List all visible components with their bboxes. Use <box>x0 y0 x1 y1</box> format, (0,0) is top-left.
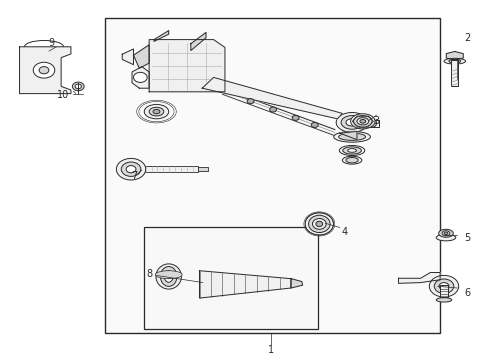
Circle shape <box>246 99 254 104</box>
Circle shape <box>126 166 136 173</box>
Polygon shape <box>290 279 302 288</box>
Ellipse shape <box>156 264 181 289</box>
Ellipse shape <box>315 221 322 227</box>
Circle shape <box>269 107 276 112</box>
Ellipse shape <box>338 133 365 140</box>
Polygon shape <box>132 67 149 88</box>
Ellipse shape <box>353 116 371 127</box>
Circle shape <box>116 158 145 180</box>
Polygon shape <box>20 47 71 94</box>
Text: 6: 6 <box>463 288 469 298</box>
Ellipse shape <box>144 104 168 119</box>
Ellipse shape <box>443 58 465 64</box>
Ellipse shape <box>160 266 177 287</box>
Text: 5: 5 <box>463 233 469 243</box>
Ellipse shape <box>305 213 333 235</box>
Circle shape <box>33 62 55 78</box>
Polygon shape <box>339 131 356 140</box>
Polygon shape <box>199 271 290 298</box>
Ellipse shape <box>356 118 368 125</box>
Ellipse shape <box>75 84 81 89</box>
Text: 4: 4 <box>341 227 347 237</box>
Ellipse shape <box>340 116 362 129</box>
Ellipse shape <box>153 109 160 114</box>
Bar <box>144 166 197 172</box>
Ellipse shape <box>345 158 357 163</box>
Bar <box>144 227 317 329</box>
Bar <box>439 285 447 297</box>
Polygon shape <box>202 77 342 119</box>
Text: 7: 7 <box>131 171 137 181</box>
Ellipse shape <box>149 107 163 116</box>
Text: 8: 8 <box>146 269 152 279</box>
Polygon shape <box>398 273 439 283</box>
Text: 10: 10 <box>57 90 70 100</box>
Ellipse shape <box>443 232 447 235</box>
Circle shape <box>311 122 318 127</box>
Ellipse shape <box>347 149 356 152</box>
Ellipse shape <box>167 274 170 279</box>
Text: 9: 9 <box>48 38 54 48</box>
Ellipse shape <box>350 114 374 129</box>
Ellipse shape <box>72 82 84 91</box>
Polygon shape <box>122 49 133 65</box>
Circle shape <box>39 67 49 74</box>
Ellipse shape <box>342 156 361 164</box>
Ellipse shape <box>336 112 367 132</box>
Ellipse shape <box>164 271 173 282</box>
Ellipse shape <box>368 119 376 127</box>
Polygon shape <box>149 40 224 92</box>
Circle shape <box>433 279 453 293</box>
Text: 3: 3 <box>373 116 379 126</box>
Bar <box>105 18 439 333</box>
Bar <box>450 60 457 86</box>
Circle shape <box>438 283 448 290</box>
Bar <box>197 167 208 171</box>
Ellipse shape <box>312 219 325 229</box>
Ellipse shape <box>435 234 455 241</box>
Ellipse shape <box>441 231 449 236</box>
Bar <box>365 120 379 127</box>
Polygon shape <box>133 45 149 68</box>
Ellipse shape <box>345 119 357 126</box>
Ellipse shape <box>308 215 329 233</box>
Text: 2: 2 <box>463 33 469 43</box>
Polygon shape <box>190 32 205 50</box>
Circle shape <box>133 72 147 82</box>
Circle shape <box>292 115 299 120</box>
Ellipse shape <box>435 298 451 302</box>
Polygon shape <box>154 31 168 41</box>
Ellipse shape <box>155 271 182 279</box>
Ellipse shape <box>333 131 370 142</box>
Circle shape <box>428 275 458 297</box>
Ellipse shape <box>438 229 452 237</box>
Ellipse shape <box>448 59 460 63</box>
Ellipse shape <box>342 147 361 154</box>
Circle shape <box>121 162 141 176</box>
Text: 1: 1 <box>268 345 274 355</box>
Ellipse shape <box>359 120 365 123</box>
Polygon shape <box>446 51 462 60</box>
Ellipse shape <box>339 145 364 156</box>
